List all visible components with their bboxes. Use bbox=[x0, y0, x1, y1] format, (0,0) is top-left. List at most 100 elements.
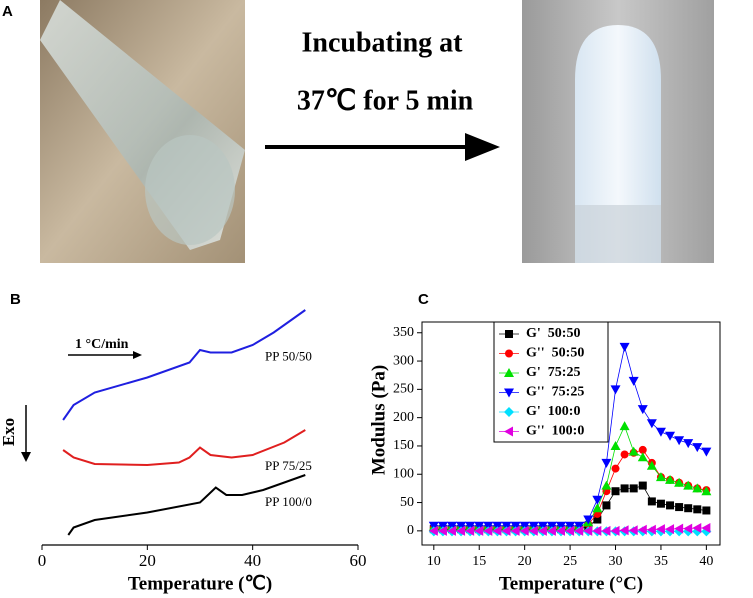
marker bbox=[701, 447, 712, 457]
marker bbox=[611, 464, 620, 473]
marker bbox=[683, 480, 694, 490]
marker bbox=[637, 452, 648, 462]
x-axis-label: Temperature (°C) bbox=[499, 573, 643, 594]
marker bbox=[556, 521, 567, 531]
marker bbox=[701, 486, 712, 496]
marker bbox=[546, 525, 556, 536]
y-tick-label: 200 bbox=[393, 410, 414, 425]
tube-bottom bbox=[575, 205, 661, 263]
x-tick-label: 30 bbox=[609, 554, 623, 569]
legend-label: G'' 75:25 bbox=[526, 385, 584, 400]
marker bbox=[592, 503, 603, 513]
marker bbox=[446, 525, 456, 536]
marker bbox=[474, 521, 485, 531]
legend-label: G' 75:25 bbox=[526, 365, 580, 380]
marker bbox=[702, 506, 711, 515]
y-tick-label: 150 bbox=[393, 438, 414, 453]
marker bbox=[601, 480, 612, 490]
y-tick-label: 50 bbox=[400, 495, 414, 510]
marker bbox=[674, 436, 685, 446]
legend-marker bbox=[505, 330, 513, 338]
marker bbox=[474, 525, 484, 536]
x-tick-label: 0 bbox=[38, 551, 47, 570]
legend-marker bbox=[504, 368, 514, 377]
marker bbox=[465, 525, 475, 536]
series-label: PP 50/50 bbox=[265, 348, 312, 363]
marker bbox=[619, 421, 630, 431]
marker bbox=[674, 523, 684, 534]
marker bbox=[638, 481, 647, 490]
marker bbox=[583, 525, 593, 536]
marker bbox=[483, 521, 494, 531]
marker bbox=[519, 521, 530, 531]
marker bbox=[665, 474, 676, 484]
marker bbox=[646, 460, 657, 470]
marker bbox=[446, 521, 457, 531]
marker bbox=[611, 487, 620, 496]
marker bbox=[592, 525, 602, 536]
marker bbox=[437, 525, 447, 536]
x-tick-label: 10 bbox=[427, 554, 441, 569]
marker bbox=[492, 525, 502, 536]
marker bbox=[456, 521, 467, 531]
marker bbox=[655, 472, 666, 482]
y-axis-label: Modulus (Pa) bbox=[368, 365, 389, 475]
marker bbox=[620, 450, 629, 459]
marker bbox=[637, 405, 648, 415]
series-label: PP 75/25 bbox=[265, 458, 312, 473]
marker bbox=[628, 376, 639, 386]
marker bbox=[629, 484, 638, 493]
marker bbox=[492, 521, 503, 531]
x-tick-label: 40 bbox=[699, 554, 713, 569]
legend-marker bbox=[504, 388, 514, 398]
arrow-text: 37℃ for 5 min bbox=[297, 85, 474, 116]
marker bbox=[428, 521, 439, 531]
marker bbox=[646, 419, 657, 429]
marker bbox=[692, 443, 703, 453]
marker bbox=[674, 477, 685, 487]
marker bbox=[565, 525, 575, 536]
arrow-text: Incubating at bbox=[301, 27, 463, 58]
marker bbox=[655, 524, 665, 535]
marker bbox=[574, 525, 584, 536]
marker bbox=[483, 525, 493, 536]
marker bbox=[528, 521, 539, 531]
marker bbox=[656, 499, 665, 508]
y-tick-label: 300 bbox=[393, 353, 414, 368]
marker bbox=[692, 523, 702, 534]
series-line bbox=[433, 449, 707, 529]
marker bbox=[574, 521, 585, 531]
marker bbox=[655, 427, 666, 437]
legend-label: G'' 50:50 bbox=[526, 346, 584, 361]
x-tick-label: 40 bbox=[244, 551, 261, 570]
marker bbox=[683, 439, 694, 449]
marker bbox=[692, 483, 703, 493]
series-line bbox=[62, 309, 306, 421]
legend-box bbox=[493, 321, 609, 443]
marker bbox=[565, 521, 576, 531]
marker bbox=[501, 525, 511, 536]
gel bbox=[575, 25, 661, 263]
marker bbox=[646, 524, 656, 535]
legend-label: G' 100:0 bbox=[526, 404, 580, 419]
panel-label: C bbox=[418, 291, 429, 308]
liquid bbox=[145, 135, 235, 245]
marker bbox=[610, 525, 620, 536]
marker bbox=[684, 504, 693, 513]
marker bbox=[610, 385, 621, 395]
arrow-head bbox=[465, 133, 500, 161]
x-tick-label: 35 bbox=[654, 554, 668, 569]
marker bbox=[593, 515, 602, 524]
marker bbox=[556, 525, 566, 536]
y-tick-label: 250 bbox=[393, 382, 414, 397]
marker bbox=[528, 525, 538, 536]
marker bbox=[519, 525, 529, 536]
marker bbox=[701, 523, 711, 534]
legend-marker bbox=[505, 349, 513, 358]
marker bbox=[537, 525, 547, 536]
marker bbox=[602, 501, 611, 510]
annotation-arrow-head bbox=[133, 351, 142, 359]
marker bbox=[620, 484, 629, 493]
x-tick-label: 20 bbox=[518, 554, 532, 569]
